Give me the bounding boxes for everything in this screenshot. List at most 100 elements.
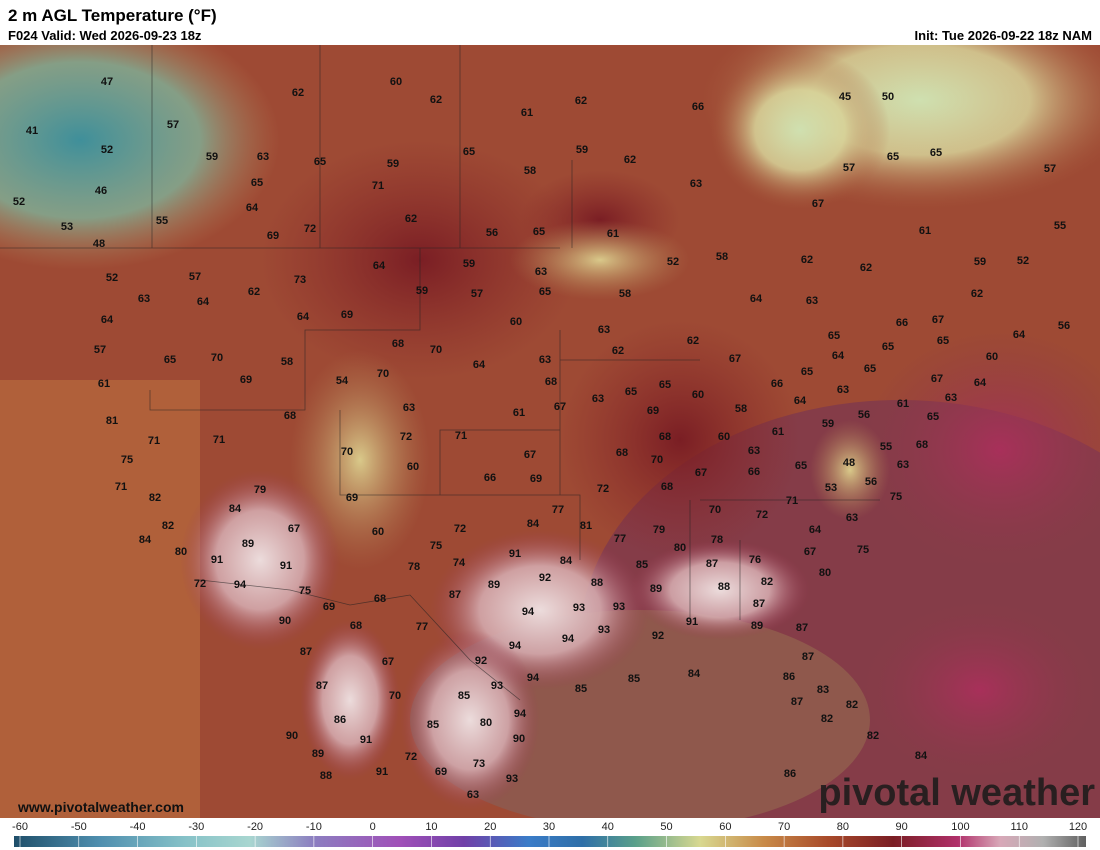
temperature-label: 70 bbox=[430, 344, 442, 356]
temperature-label: 67 bbox=[382, 656, 394, 668]
temperature-label: 70 bbox=[341, 446, 353, 458]
temperature-label: 85 bbox=[427, 719, 439, 731]
temperature-label: 84 bbox=[560, 555, 573, 567]
temperature-label: 65 bbox=[937, 335, 949, 347]
temperature-label: 60 bbox=[372, 526, 384, 538]
temperature-label: 91 bbox=[376, 766, 388, 778]
temperature-label: 81 bbox=[106, 415, 118, 427]
temperature-label: 87 bbox=[449, 589, 461, 601]
temperature-label: 88 bbox=[320, 770, 332, 782]
temperature-label: 57 bbox=[189, 271, 201, 283]
temperature-label: 65 bbox=[801, 366, 813, 378]
temperature-label: 64 bbox=[750, 293, 763, 305]
valid-time: F024 Valid: Wed 2026-09-23 18z bbox=[8, 28, 202, 43]
temperature-label: 61 bbox=[98, 378, 110, 390]
temperature-label: 89 bbox=[312, 748, 324, 760]
temperature-label: 91 bbox=[360, 734, 372, 746]
temperature-label: 68 bbox=[545, 376, 557, 388]
temperature-label: 94 bbox=[234, 579, 247, 591]
temperature-label: 56 bbox=[865, 476, 877, 488]
temperature-label: 41 bbox=[26, 125, 38, 137]
temperature-label: 72 bbox=[405, 751, 417, 763]
temperature-label: 52 bbox=[13, 196, 25, 208]
temperature-label: 57 bbox=[1044, 163, 1056, 175]
temperature-label: 77 bbox=[416, 621, 428, 633]
temperature-label: 62 bbox=[292, 87, 304, 99]
temperature-label: 78 bbox=[408, 561, 420, 573]
temperature-label: 82 bbox=[149, 492, 161, 504]
temperature-label: 65 bbox=[864, 363, 876, 375]
temperature-label: 63 bbox=[598, 324, 610, 336]
temperature-label: 91 bbox=[686, 616, 698, 628]
colorbar-tick-label: 40 bbox=[602, 821, 614, 833]
temperature-label: 57 bbox=[843, 162, 855, 174]
temperature-label: 89 bbox=[488, 579, 500, 591]
colorbar-tick-label: -20 bbox=[247, 821, 263, 833]
temperature-label: 62 bbox=[248, 286, 260, 298]
temperature-label: 87 bbox=[753, 598, 765, 610]
temperature-label: 54 bbox=[336, 375, 349, 387]
temperature-label: 59 bbox=[576, 144, 588, 156]
temperature-label: 57 bbox=[167, 119, 179, 131]
temperature-label: 65 bbox=[930, 147, 942, 159]
temperature-label: 63 bbox=[535, 266, 547, 278]
temperature-label: 66 bbox=[692, 101, 704, 113]
title: 2 m AGL Temperature (°F) bbox=[8, 6, 217, 25]
temperature-label: 65 bbox=[463, 146, 475, 158]
temperature-label: 72 bbox=[304, 223, 316, 235]
colorbar-tick-label: 0 bbox=[370, 821, 376, 833]
temperature-label: 66 bbox=[771, 378, 783, 390]
temperature-label: 58 bbox=[735, 403, 747, 415]
temperature-label: 77 bbox=[552, 504, 564, 516]
temperature-label: 69 bbox=[341, 309, 353, 321]
temperature-label: 60 bbox=[986, 351, 998, 363]
temperature-label: 68 bbox=[392, 338, 404, 350]
temperature-label: 67 bbox=[554, 401, 566, 413]
init-time: Init: Tue 2026-09-22 18z NAM bbox=[915, 28, 1092, 43]
temperature-label: 78 bbox=[711, 534, 723, 546]
temperature-label: 64 bbox=[373, 260, 386, 272]
temperature-label: 63 bbox=[837, 384, 849, 396]
colorbar-tick-label: -40 bbox=[130, 821, 146, 833]
temperature-label: 58 bbox=[524, 165, 536, 177]
header-bar bbox=[0, 0, 1100, 45]
colorbar-tick-label: 100 bbox=[951, 821, 969, 833]
temperature-label: 59 bbox=[416, 285, 428, 297]
temperature-label: 63 bbox=[846, 512, 858, 524]
temperature-label: 85 bbox=[628, 673, 640, 685]
colorbar-tick-label: -10 bbox=[306, 821, 322, 833]
temperature-label: 70 bbox=[389, 690, 401, 702]
temperature-label: 63 bbox=[257, 151, 269, 163]
temperature-label: 64 bbox=[974, 377, 987, 389]
colorbar-tick-label: 90 bbox=[896, 821, 908, 833]
temperature-label: 55 bbox=[156, 215, 168, 227]
temperature-labels: 47 62 60 62 57 41 52 59 63 65 59 65 61 62 66 59 62 58 71 65… bbox=[13, 76, 1070, 801]
temperature-label: 62 bbox=[801, 254, 813, 266]
temperature-label: 65 bbox=[887, 151, 899, 163]
temperature-label: 94 bbox=[509, 640, 522, 652]
temperature-label: 62 bbox=[575, 95, 587, 107]
temperature-label: 85 bbox=[575, 683, 587, 695]
temperature-label: 72 bbox=[194, 578, 206, 590]
temperature-label: 67 bbox=[288, 523, 300, 535]
colorbar-tick-label: -30 bbox=[188, 821, 204, 833]
temperature-label: 63 bbox=[539, 354, 551, 366]
temperature-label: 69 bbox=[435, 766, 447, 778]
temperature-label: 84 bbox=[229, 503, 242, 515]
temperature-label: 47 bbox=[101, 76, 113, 88]
temperature-label: 93 bbox=[491, 680, 503, 692]
colorbar-ticks: -60 -50 -40 -30 -20 -10 0 10 20 30 40 50 60 70 80 90 100… bbox=[12, 821, 1087, 847]
temperature-label: 46 bbox=[95, 185, 107, 197]
temperature-label: 59 bbox=[974, 256, 986, 268]
temperature-label: 62 bbox=[612, 345, 624, 357]
temperature-label: 89 bbox=[751, 620, 763, 632]
temperature-label: 61 bbox=[607, 228, 619, 240]
temperature-label: 65 bbox=[625, 386, 637, 398]
temperature-label: 68 bbox=[374, 593, 386, 605]
temperature-label: 92 bbox=[539, 572, 551, 584]
temperature-label: 61 bbox=[521, 107, 533, 119]
temperature-label: 89 bbox=[650, 583, 662, 595]
temperature-label: 63 bbox=[690, 178, 702, 190]
temperature-label: 73 bbox=[294, 274, 306, 286]
